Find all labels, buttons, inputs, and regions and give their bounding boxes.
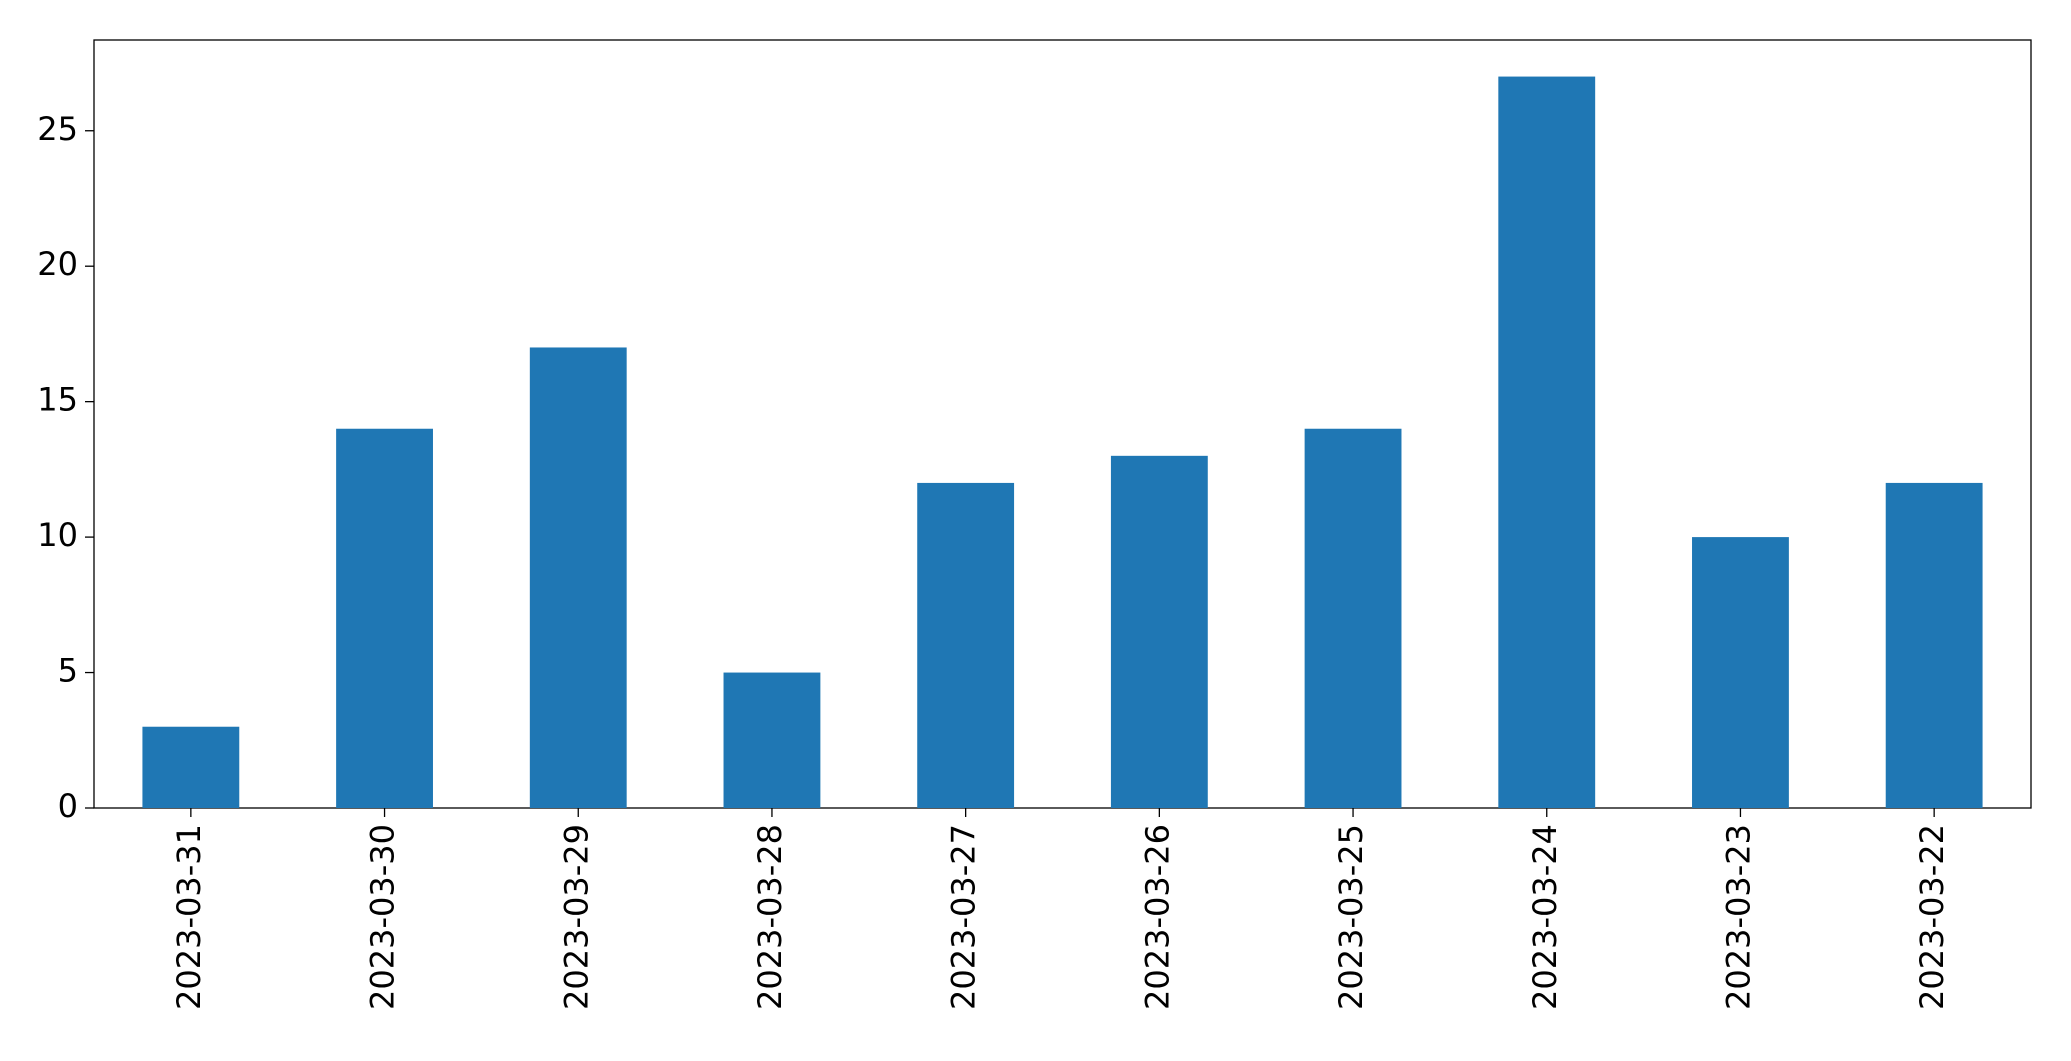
bar <box>529 347 627 808</box>
bar <box>1110 455 1208 808</box>
y-tick-label: 20 <box>37 245 78 283</box>
x-tick-label: 2023-03-27 <box>945 824 983 1010</box>
bar <box>142 726 240 808</box>
x-tick-label: 2023-03-30 <box>364 824 402 1010</box>
y-tick-label: 15 <box>37 381 78 419</box>
bar <box>917 482 1015 808</box>
x-tick-label: 2023-03-28 <box>751 824 789 1010</box>
x-tick-label: 2023-03-22 <box>1913 824 1951 1010</box>
x-tick-label: 2023-03-29 <box>557 824 595 1010</box>
bar <box>1692 537 1789 808</box>
bar <box>723 672 821 808</box>
bar <box>1885 482 1983 808</box>
x-tick-label: 2023-03-24 <box>1526 824 1564 1010</box>
x-tick-label: 2023-03-26 <box>1138 824 1176 1010</box>
x-tick-label: 2023-03-23 <box>1719 824 1757 1010</box>
bar <box>1304 428 1402 808</box>
plot-frame <box>93 39 2032 809</box>
x-tick-label: 2023-03-31 <box>170 824 208 1010</box>
x-tick-label: 2023-03-25 <box>1332 824 1370 1010</box>
y-tick-label: 5 <box>58 652 78 690</box>
y-tick-label: 10 <box>37 516 78 554</box>
bar <box>1498 76 1596 809</box>
y-tick-label: 25 <box>37 110 78 148</box>
bar <box>336 428 433 808</box>
y-tick-label: 0 <box>58 787 78 825</box>
